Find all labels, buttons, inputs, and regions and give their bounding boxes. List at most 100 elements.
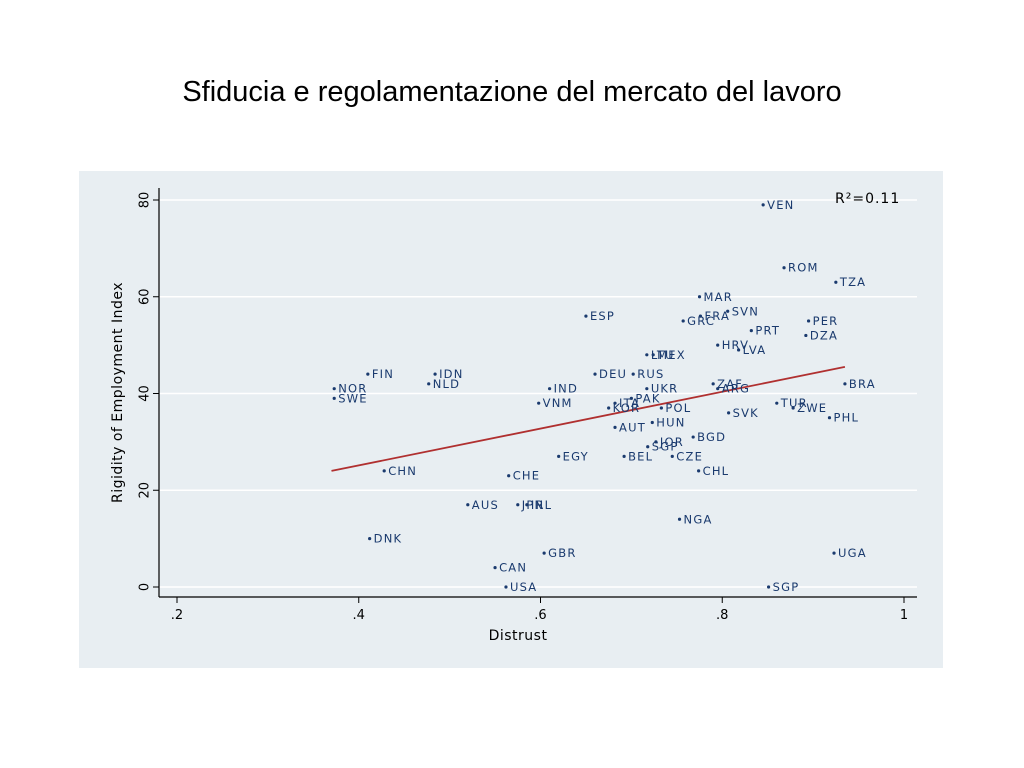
- point-label: EGY: [563, 449, 589, 463]
- point-marker: [584, 314, 588, 318]
- point-marker: [507, 474, 511, 478]
- slide-title: Sfiducia e regolamentazione del mercato …: [182, 76, 842, 108]
- data-point: RUS: [631, 367, 664, 381]
- point-marker: [711, 382, 715, 386]
- y-tick-label: 20: [138, 482, 153, 499]
- data-point: UKR: [645, 382, 677, 396]
- point-marker: [651, 353, 655, 357]
- point-marker: [622, 454, 626, 458]
- point-label: BRA: [849, 377, 876, 391]
- point-label: TUR: [780, 396, 808, 410]
- data-point: ZWE: [791, 401, 826, 415]
- point-marker: [629, 396, 633, 400]
- point-label: SGP: [773, 580, 800, 594]
- data-point: BRA: [843, 377, 875, 391]
- data-point: ROM: [782, 261, 819, 275]
- data-point: USA: [504, 580, 536, 594]
- data-point: JPN: [516, 498, 543, 512]
- point-marker: [547, 387, 552, 391]
- point-label: MAR: [704, 290, 733, 304]
- point-marker: [650, 420, 654, 425]
- point-marker: [433, 372, 437, 376]
- data-point: ITA: [613, 396, 639, 410]
- data-point: GRC: [681, 314, 714, 328]
- point-marker: [654, 440, 658, 444]
- point-marker: [659, 406, 663, 410]
- point-marker: [766, 585, 771, 589]
- point-marker: [827, 416, 832, 420]
- point-marker: [775, 401, 779, 405]
- point-marker: [646, 445, 650, 449]
- x-tick-label: .8: [716, 608, 728, 623]
- point-label: ZAF: [717, 377, 743, 391]
- data-point: SVN: [726, 304, 759, 318]
- point-marker: [613, 425, 617, 429]
- point-marker: [542, 551, 546, 555]
- point-label: ARG: [722, 382, 750, 396]
- point-marker: [382, 469, 386, 473]
- axes: 0 20 40 60 80 .2 .4 .6 .8 1: [138, 188, 917, 623]
- point-label: MEX: [657, 348, 686, 362]
- point-label: HRV: [722, 338, 749, 352]
- point-label: BGD: [697, 430, 726, 444]
- point-label: BEL: [628, 449, 653, 463]
- y-tick-label: 80: [138, 192, 153, 209]
- data-point: PHL: [827, 411, 858, 425]
- point-marker: [782, 266, 786, 270]
- data-point: ESP: [584, 309, 614, 323]
- data-point: NLD: [427, 377, 460, 391]
- point-label: HUN: [656, 416, 685, 430]
- point-marker: [834, 280, 838, 284]
- data-point: CHE: [507, 469, 539, 483]
- point-label: PER: [813, 314, 839, 328]
- data-point: DEU: [593, 367, 626, 381]
- data-point: DNK: [368, 532, 401, 546]
- data-point: KOR: [607, 401, 639, 415]
- point-marker: [832, 551, 836, 555]
- data-point: IRL: [525, 498, 552, 512]
- point-marker: [368, 537, 372, 541]
- point-label: GBR: [548, 546, 576, 560]
- point-marker: [761, 203, 765, 207]
- data-point: LTU: [645, 348, 675, 362]
- point-label: POL: [665, 401, 691, 415]
- point-marker: [504, 585, 508, 589]
- point-label: LTU: [651, 348, 675, 362]
- point-marker: [645, 387, 649, 391]
- data-point: ZAF: [711, 377, 743, 391]
- point-label: IDN: [439, 367, 463, 381]
- point-marker: [366, 372, 370, 376]
- data-point: EGY: [557, 449, 589, 463]
- point-label: CHL: [703, 464, 730, 478]
- data-point: PAK: [629, 391, 659, 405]
- point-marker: [677, 517, 682, 521]
- point-label: DZA: [810, 328, 838, 342]
- x-axis-title: Distrust: [489, 628, 548, 644]
- point-marker: [631, 372, 635, 376]
- point-label: UGA: [838, 546, 867, 560]
- y-tick-label: 40: [138, 385, 153, 402]
- data-point: IDN: [433, 367, 463, 381]
- point-label: SVN: [732, 304, 759, 318]
- data-point: CZE: [670, 449, 702, 463]
- point-label: RUS: [637, 367, 664, 381]
- point-label: FIN: [372, 367, 394, 381]
- data-point: LVA: [737, 343, 765, 357]
- point-marker: [681, 319, 685, 323]
- point-marker: [332, 396, 336, 400]
- point-marker: [613, 401, 617, 405]
- point-label: NLD: [433, 377, 460, 391]
- point-label: CAN: [499, 561, 527, 575]
- point-label: AUS: [472, 498, 499, 512]
- data-point: SVK: [727, 406, 758, 420]
- chart-panel: 0 20 40 60 80 .2 .4 .6 .8 1 VEN ROM TZA MAR SVN FRA PER…: [79, 171, 943, 668]
- point-marker: [645, 353, 649, 357]
- point-label: IRL: [531, 498, 552, 512]
- data-point: PER: [806, 314, 839, 328]
- data-point: HRV: [716, 338, 749, 352]
- x-tick-label: .2: [171, 608, 183, 623]
- data-point: VNM: [537, 396, 571, 410]
- point-label: ROM: [788, 261, 819, 275]
- x-tick-label: .4: [353, 608, 365, 623]
- data-point: POL: [659, 401, 691, 415]
